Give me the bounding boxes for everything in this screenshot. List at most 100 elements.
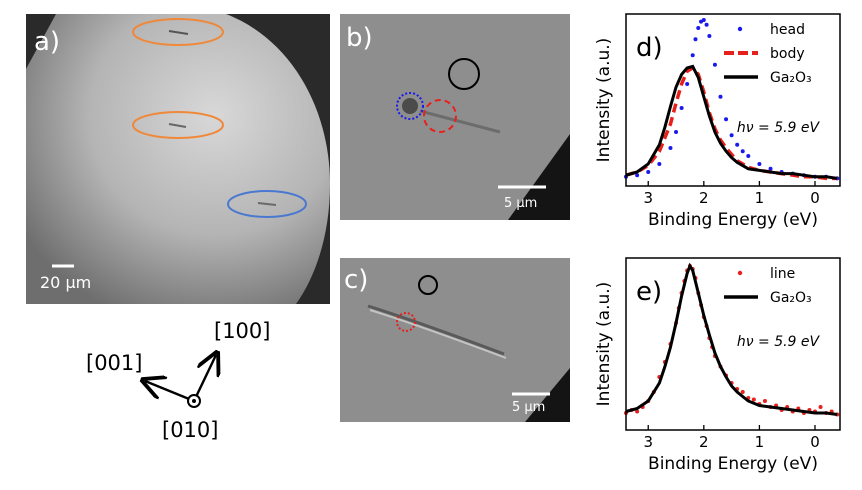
data-point-0-17 bbox=[724, 117, 729, 122]
data-point-0-12 bbox=[682, 279, 687, 283]
x-tick-label: 0 bbox=[810, 189, 820, 207]
data-point-0-44 bbox=[829, 409, 834, 414]
x-tick-label: 2 bbox=[699, 189, 709, 207]
data-point-0-30 bbox=[751, 397, 756, 402]
data-point-0-16 bbox=[693, 276, 698, 280]
data-point-0-9 bbox=[693, 37, 698, 42]
data-point-0-45 bbox=[835, 412, 840, 417]
data-point-0-3 bbox=[657, 162, 662, 166]
x-tick-label: 2 bbox=[699, 433, 709, 451]
data-point-0-5 bbox=[651, 390, 656, 394]
axis-out-of-plane-dot bbox=[192, 399, 196, 403]
data-point-0-25 bbox=[724, 373, 729, 378]
data-point-0-6 bbox=[657, 375, 662, 379]
marker-line-red bbox=[396, 312, 416, 332]
defect-1 bbox=[168, 30, 189, 35]
data-point-0-3 bbox=[640, 405, 645, 409]
chart-e-marks bbox=[624, 262, 840, 417]
panel-label-b: b) bbox=[346, 23, 373, 53]
defect-2 bbox=[168, 123, 187, 128]
marker-reference-black-c bbox=[418, 275, 438, 295]
data-point-0-22 bbox=[757, 162, 762, 166]
data-point-0-23 bbox=[712, 354, 717, 358]
legend-swatch-0 bbox=[737, 270, 743, 276]
data-point-0-36 bbox=[785, 405, 790, 409]
axis-label-010: [010] bbox=[162, 418, 218, 442]
sem-image-b: b) 5 μm bbox=[340, 14, 570, 220]
data-point-0-29 bbox=[835, 176, 840, 181]
data-point-0-29 bbox=[746, 396, 751, 400]
data-point-0-34 bbox=[774, 403, 779, 408]
data-point-0-14 bbox=[687, 264, 692, 268]
data-point-0-10 bbox=[696, 26, 701, 30]
sem-image-c: c) 5 μm bbox=[340, 258, 570, 422]
data-point-0-4 bbox=[646, 399, 651, 403]
data-point-0-19 bbox=[701, 315, 706, 319]
data-point-0-28 bbox=[824, 174, 829, 179]
data-point-0-10 bbox=[676, 306, 681, 310]
legend-label-0: head bbox=[770, 22, 805, 38]
marker-reference-black bbox=[448, 58, 480, 90]
legend-label-2: Ga₂O₃ bbox=[770, 70, 812, 86]
data-point-0-27 bbox=[812, 174, 817, 179]
data-point-0-6 bbox=[679, 106, 684, 110]
data-point-0-28 bbox=[740, 390, 745, 394]
data-point-0-0 bbox=[624, 411, 628, 415]
data-point-0-21 bbox=[707, 336, 712, 340]
panel-label-e: e) bbox=[636, 277, 662, 307]
legend-label-1: body bbox=[770, 46, 805, 62]
chart-e-frame bbox=[625, 257, 841, 431]
crystal-facet bbox=[26, 14, 330, 304]
data-point-0-2 bbox=[646, 170, 651, 174]
defect-3 bbox=[257, 202, 277, 206]
data-point-0-9 bbox=[674, 321, 679, 325]
data-point-0-20 bbox=[704, 324, 709, 328]
series-line-2 bbox=[625, 64, 838, 180]
data-point-0-13 bbox=[704, 22, 709, 27]
axis-out-of-plane-icon bbox=[187, 394, 201, 408]
marker-head-blue bbox=[396, 92, 424, 120]
sem-image-a: a) 20 μm bbox=[26, 14, 330, 304]
chart-d-marks bbox=[624, 18, 840, 181]
data-point-0-20 bbox=[740, 149, 745, 154]
data-point-0-39 bbox=[801, 411, 806, 415]
dark-corner-b bbox=[508, 134, 570, 220]
data-point-0-42 bbox=[818, 405, 823, 409]
data-point-0-41 bbox=[812, 409, 817, 414]
x-tick-label: 3 bbox=[643, 433, 653, 451]
legend-swatch-0 bbox=[737, 26, 743, 32]
axis-arrow-100 bbox=[192, 355, 216, 402]
data-point-0-7 bbox=[685, 82, 690, 86]
series-line-1 bbox=[625, 262, 838, 416]
data-point-0-15 bbox=[712, 62, 717, 67]
data-point-0-26 bbox=[729, 381, 734, 385]
x-tick-label: 3 bbox=[643, 189, 653, 207]
chart-d-ticks: 3 2 1 0 bbox=[643, 181, 820, 207]
data-point-0-43 bbox=[824, 411, 829, 415]
axis-label-001: [001] bbox=[86, 351, 142, 375]
chart-d-legend: head body Ga₂O₃ bbox=[724, 22, 812, 86]
data-point-0-15 bbox=[690, 267, 695, 271]
data-point-0-11 bbox=[699, 19, 704, 24]
chart-d-xlabel: Binding Energy (eV) bbox=[648, 210, 818, 230]
data-point-0-23 bbox=[768, 166, 773, 171]
defect-head-b bbox=[402, 98, 418, 114]
data-point-0-37 bbox=[790, 409, 795, 414]
defect-line-highlight-c bbox=[369, 309, 507, 359]
data-point-0-11 bbox=[679, 291, 684, 295]
data-point-0-25 bbox=[790, 171, 795, 176]
axis-label-100: [100] bbox=[214, 319, 270, 343]
legend-label-0: line bbox=[770, 266, 795, 282]
marker-body-red bbox=[423, 99, 457, 133]
series-line-1 bbox=[625, 65, 838, 181]
chart-d-annotation: hν = 5.9 eV bbox=[737, 120, 821, 136]
data-point-0-5 bbox=[674, 130, 679, 134]
chart-e-annotation: hν = 5.9 eV bbox=[737, 334, 821, 350]
chart-e-ticks: 3 2 1 0 bbox=[643, 425, 820, 451]
chart-e-legend: line Ga₂O₃ bbox=[724, 266, 812, 306]
data-point-0-16 bbox=[718, 94, 723, 99]
data-point-0-32 bbox=[762, 399, 767, 403]
sem-image-c-drawing: c) 5 μm bbox=[340, 258, 570, 422]
legend-label-1: Ga₂O₃ bbox=[770, 290, 812, 306]
defect-line-c bbox=[367, 304, 505, 356]
